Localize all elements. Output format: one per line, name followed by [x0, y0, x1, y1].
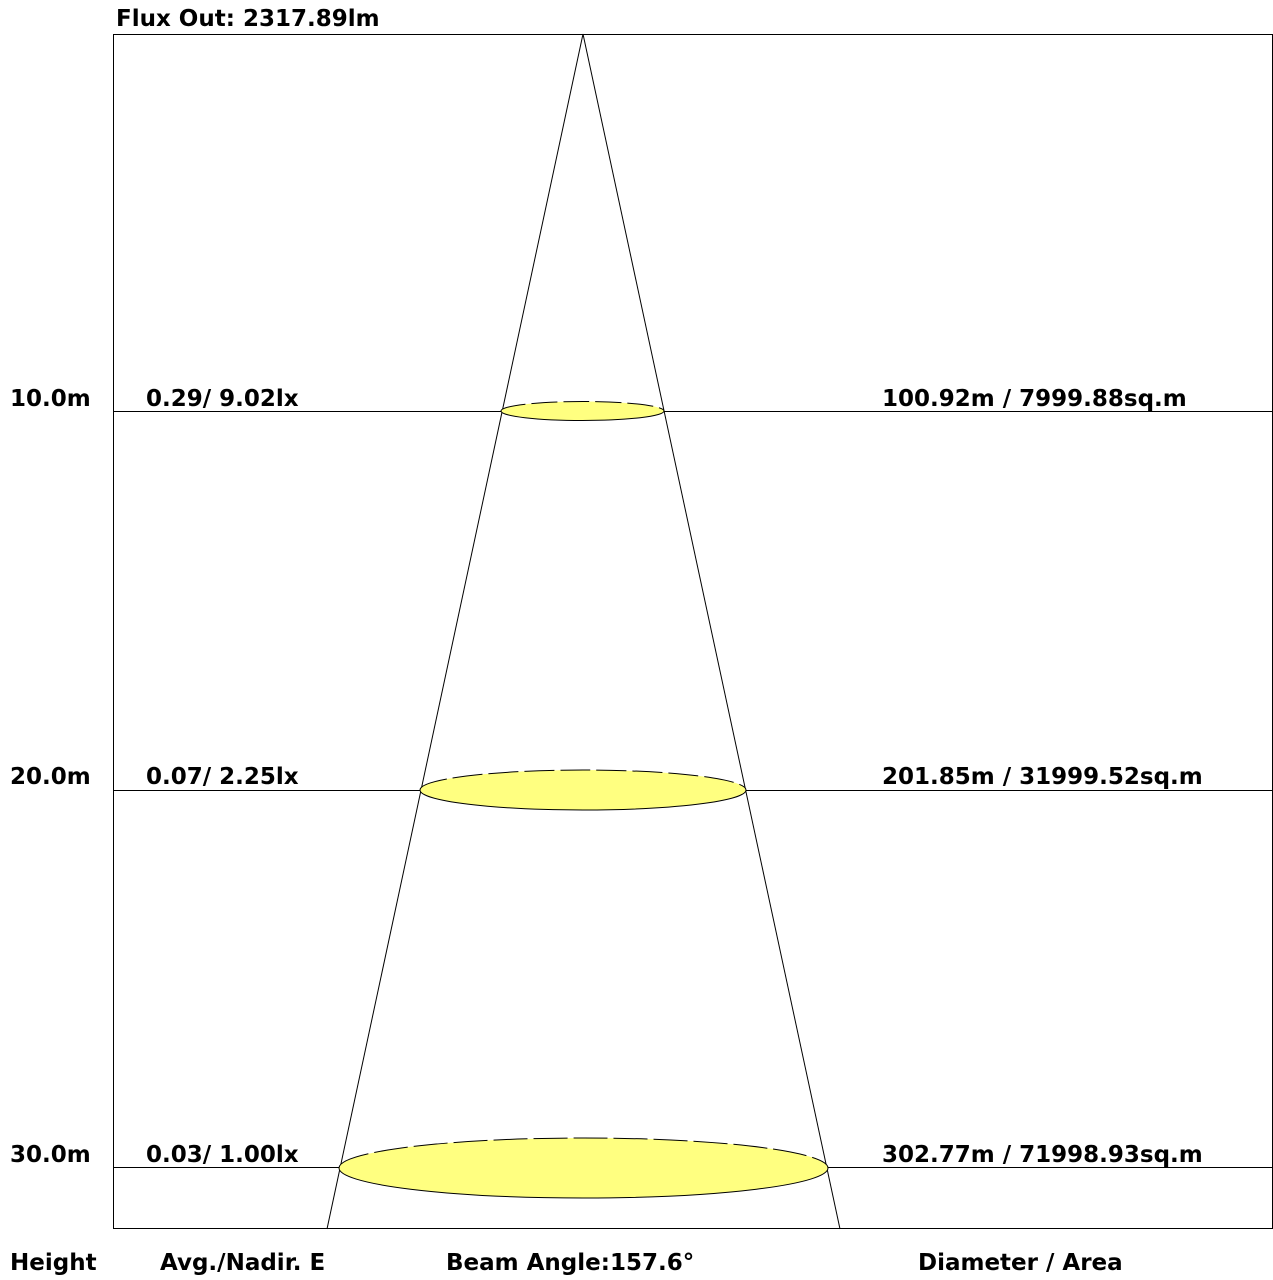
diameter-area-label-30m: 302.77m / 71998.93sq.m — [882, 1142, 1203, 1168]
footer-beam-angle: Beam Angle:157.6° — [446, 1252, 694, 1275]
footer-height-label: Height — [10, 1250, 97, 1276]
footer-illuminance-label: Avg./Nadir. E — [160, 1250, 326, 1276]
beam-spot-10m — [500, 401, 665, 421]
height-label-30m: 30.0m — [10, 1142, 91, 1168]
illuminance-label-30m: 0.03/ 1.00lx — [146, 1142, 299, 1168]
diagram-frame — [113, 34, 1273, 1229]
beam-edge-right — [582, 33, 841, 1230]
beam-spot-20m — [419, 769, 747, 811]
beam-spot-30m — [338, 1137, 829, 1199]
illuminance-label-20m: 0.07/ 2.25lx — [146, 764, 299, 790]
flux-out-label: Flux Out: 2317.89lm — [116, 6, 380, 32]
height-label-20m: 20.0m — [10, 764, 91, 790]
beam-edge-left — [326, 33, 584, 1230]
height-label-10m: 10.0m — [10, 386, 91, 412]
footer-diameter-area-label: Diameter / Area — [918, 1250, 1123, 1276]
diameter-area-label-10m: 100.92m / 7999.88sq.m — [882, 386, 1187, 412]
beam-angle-value: 157.6° — [609, 1250, 695, 1276]
beam-angle-label: Beam Angle: — [446, 1250, 610, 1276]
illuminance-label-10m: 0.29/ 9.02lx — [146, 386, 299, 412]
diameter-area-label-20m: 201.85m / 31999.52sq.m — [882, 764, 1203, 790]
